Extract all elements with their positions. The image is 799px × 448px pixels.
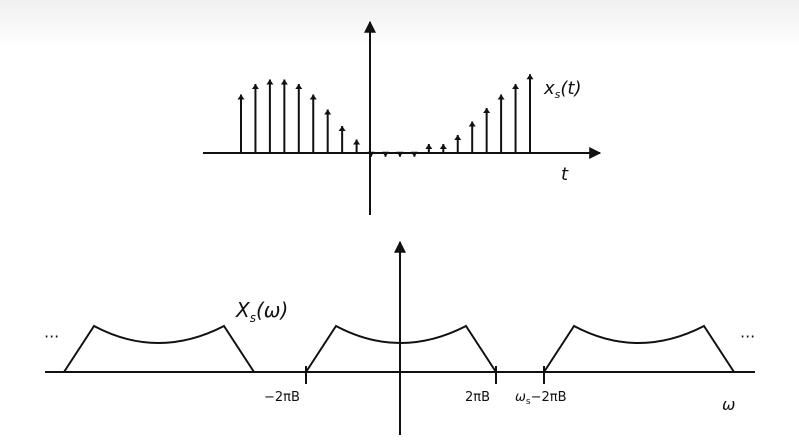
tick-label-neg-2piB: −2πB xyxy=(264,390,300,405)
sample-stem-arrowhead xyxy=(295,84,303,89)
ellipsis-right: ··· xyxy=(740,327,755,346)
sample-stem-arrowhead xyxy=(497,94,505,100)
tick-label-omega-s: ωs−2πB xyxy=(515,390,567,407)
sample-stem-arrowhead xyxy=(309,94,317,100)
sample-stem-arrowhead xyxy=(425,144,433,149)
sample-stem-arrowhead xyxy=(483,108,491,113)
sample-stem-arrowhead xyxy=(468,121,476,127)
top-shadow xyxy=(0,0,799,48)
sample-stem-arrowhead xyxy=(439,144,447,149)
signal-label: xs(t) xyxy=(543,78,582,101)
spectrum-replica-left xyxy=(63,324,255,373)
omega-axis-label: ω xyxy=(722,395,735,414)
frequency-domain-plot: −2πB 2πB ωs−2πB Xs(ω) ··· ··· ω xyxy=(44,240,755,435)
sample-stem-arrowhead xyxy=(338,126,346,131)
sample-stem-arrowhead xyxy=(410,151,418,157)
t-axis-label: t xyxy=(561,164,569,185)
ellipsis-left: ··· xyxy=(44,327,59,346)
sample-stem-arrowhead xyxy=(280,79,288,85)
sample-stem-arrowhead xyxy=(251,84,259,89)
sample-stem-arrowhead xyxy=(324,109,332,115)
sample-stem-arrowhead xyxy=(266,79,274,85)
spectrum-label: Xs(ω) xyxy=(235,298,288,325)
sample-stem-arrowhead xyxy=(512,84,520,89)
sample-stem-arrowhead xyxy=(454,135,462,140)
sample-stem-arrowhead xyxy=(353,139,361,145)
spectrum-replica-right xyxy=(543,324,735,373)
sample-stem-arrowhead xyxy=(382,151,389,157)
time-domain-plot: xs(t) t xyxy=(203,20,602,215)
sample-stem-arrowhead xyxy=(526,74,534,80)
tick-label-pos-2piB: 2πB xyxy=(465,390,490,405)
sample-stem-arrowhead xyxy=(367,151,375,157)
sample-stem-arrowhead xyxy=(237,94,245,100)
spectrum-replica-center xyxy=(305,324,497,373)
sample-stem-arrowhead xyxy=(396,151,404,157)
sample-stems xyxy=(237,74,534,157)
